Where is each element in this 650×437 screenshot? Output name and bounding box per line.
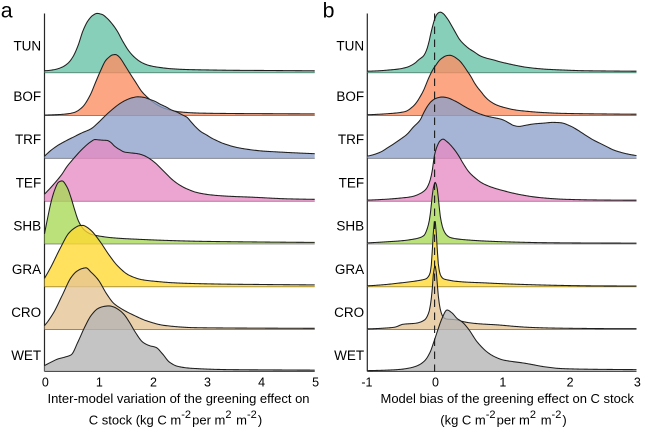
svg-text:WET: WET [11, 348, 41, 363]
svg-text:TUN: TUN [13, 39, 41, 54]
svg-text:b: b [323, 0, 335, 22]
svg-text:TEF: TEF [16, 175, 42, 190]
svg-text:GRA: GRA [335, 262, 364, 277]
svg-text:GRA: GRA [12, 262, 41, 277]
svg-text:BOF: BOF [13, 89, 41, 104]
svg-text:WET: WET [334, 348, 364, 363]
svg-text:TRF: TRF [15, 132, 41, 147]
svg-text:-1: -1 [361, 375, 372, 389]
svg-text:CRO: CRO [11, 305, 41, 320]
svg-text:C stock (kg C m-2 per m2 m-2: C stock (kg C m-2 per m2 m-2 ) [89, 409, 262, 428]
svg-text:(kg C m-2 per m2 m-2 ): (kg C m-2 per m2 m-2 ) [440, 409, 567, 428]
svg-text:2: 2 [567, 375, 574, 389]
svg-text:3: 3 [204, 375, 211, 389]
svg-text:BOF: BOF [336, 89, 364, 104]
svg-text:Model bias of the greening eff: Model bias of the greening effect on C s… [380, 391, 634, 406]
svg-text:0: 0 [432, 375, 439, 389]
svg-text:TEF: TEF [339, 175, 365, 190]
svg-text:0: 0 [42, 375, 49, 389]
svg-text:4: 4 [258, 375, 265, 389]
svg-text:CRO: CRO [334, 305, 364, 320]
svg-text:SHB: SHB [336, 219, 364, 234]
svg-text:Inter-model variation of the g: Inter-model variation of the greening ef… [47, 391, 309, 406]
svg-text:SHB: SHB [13, 219, 41, 234]
svg-text:3: 3 [634, 375, 641, 389]
svg-text:TRF: TRF [338, 132, 364, 147]
svg-text:1: 1 [96, 375, 103, 389]
svg-text:5: 5 [312, 375, 319, 389]
svg-text:1: 1 [499, 375, 506, 389]
svg-text:2: 2 [150, 375, 157, 389]
svg-text:TUN: TUN [336, 39, 364, 54]
svg-text:a: a [1, 0, 13, 22]
